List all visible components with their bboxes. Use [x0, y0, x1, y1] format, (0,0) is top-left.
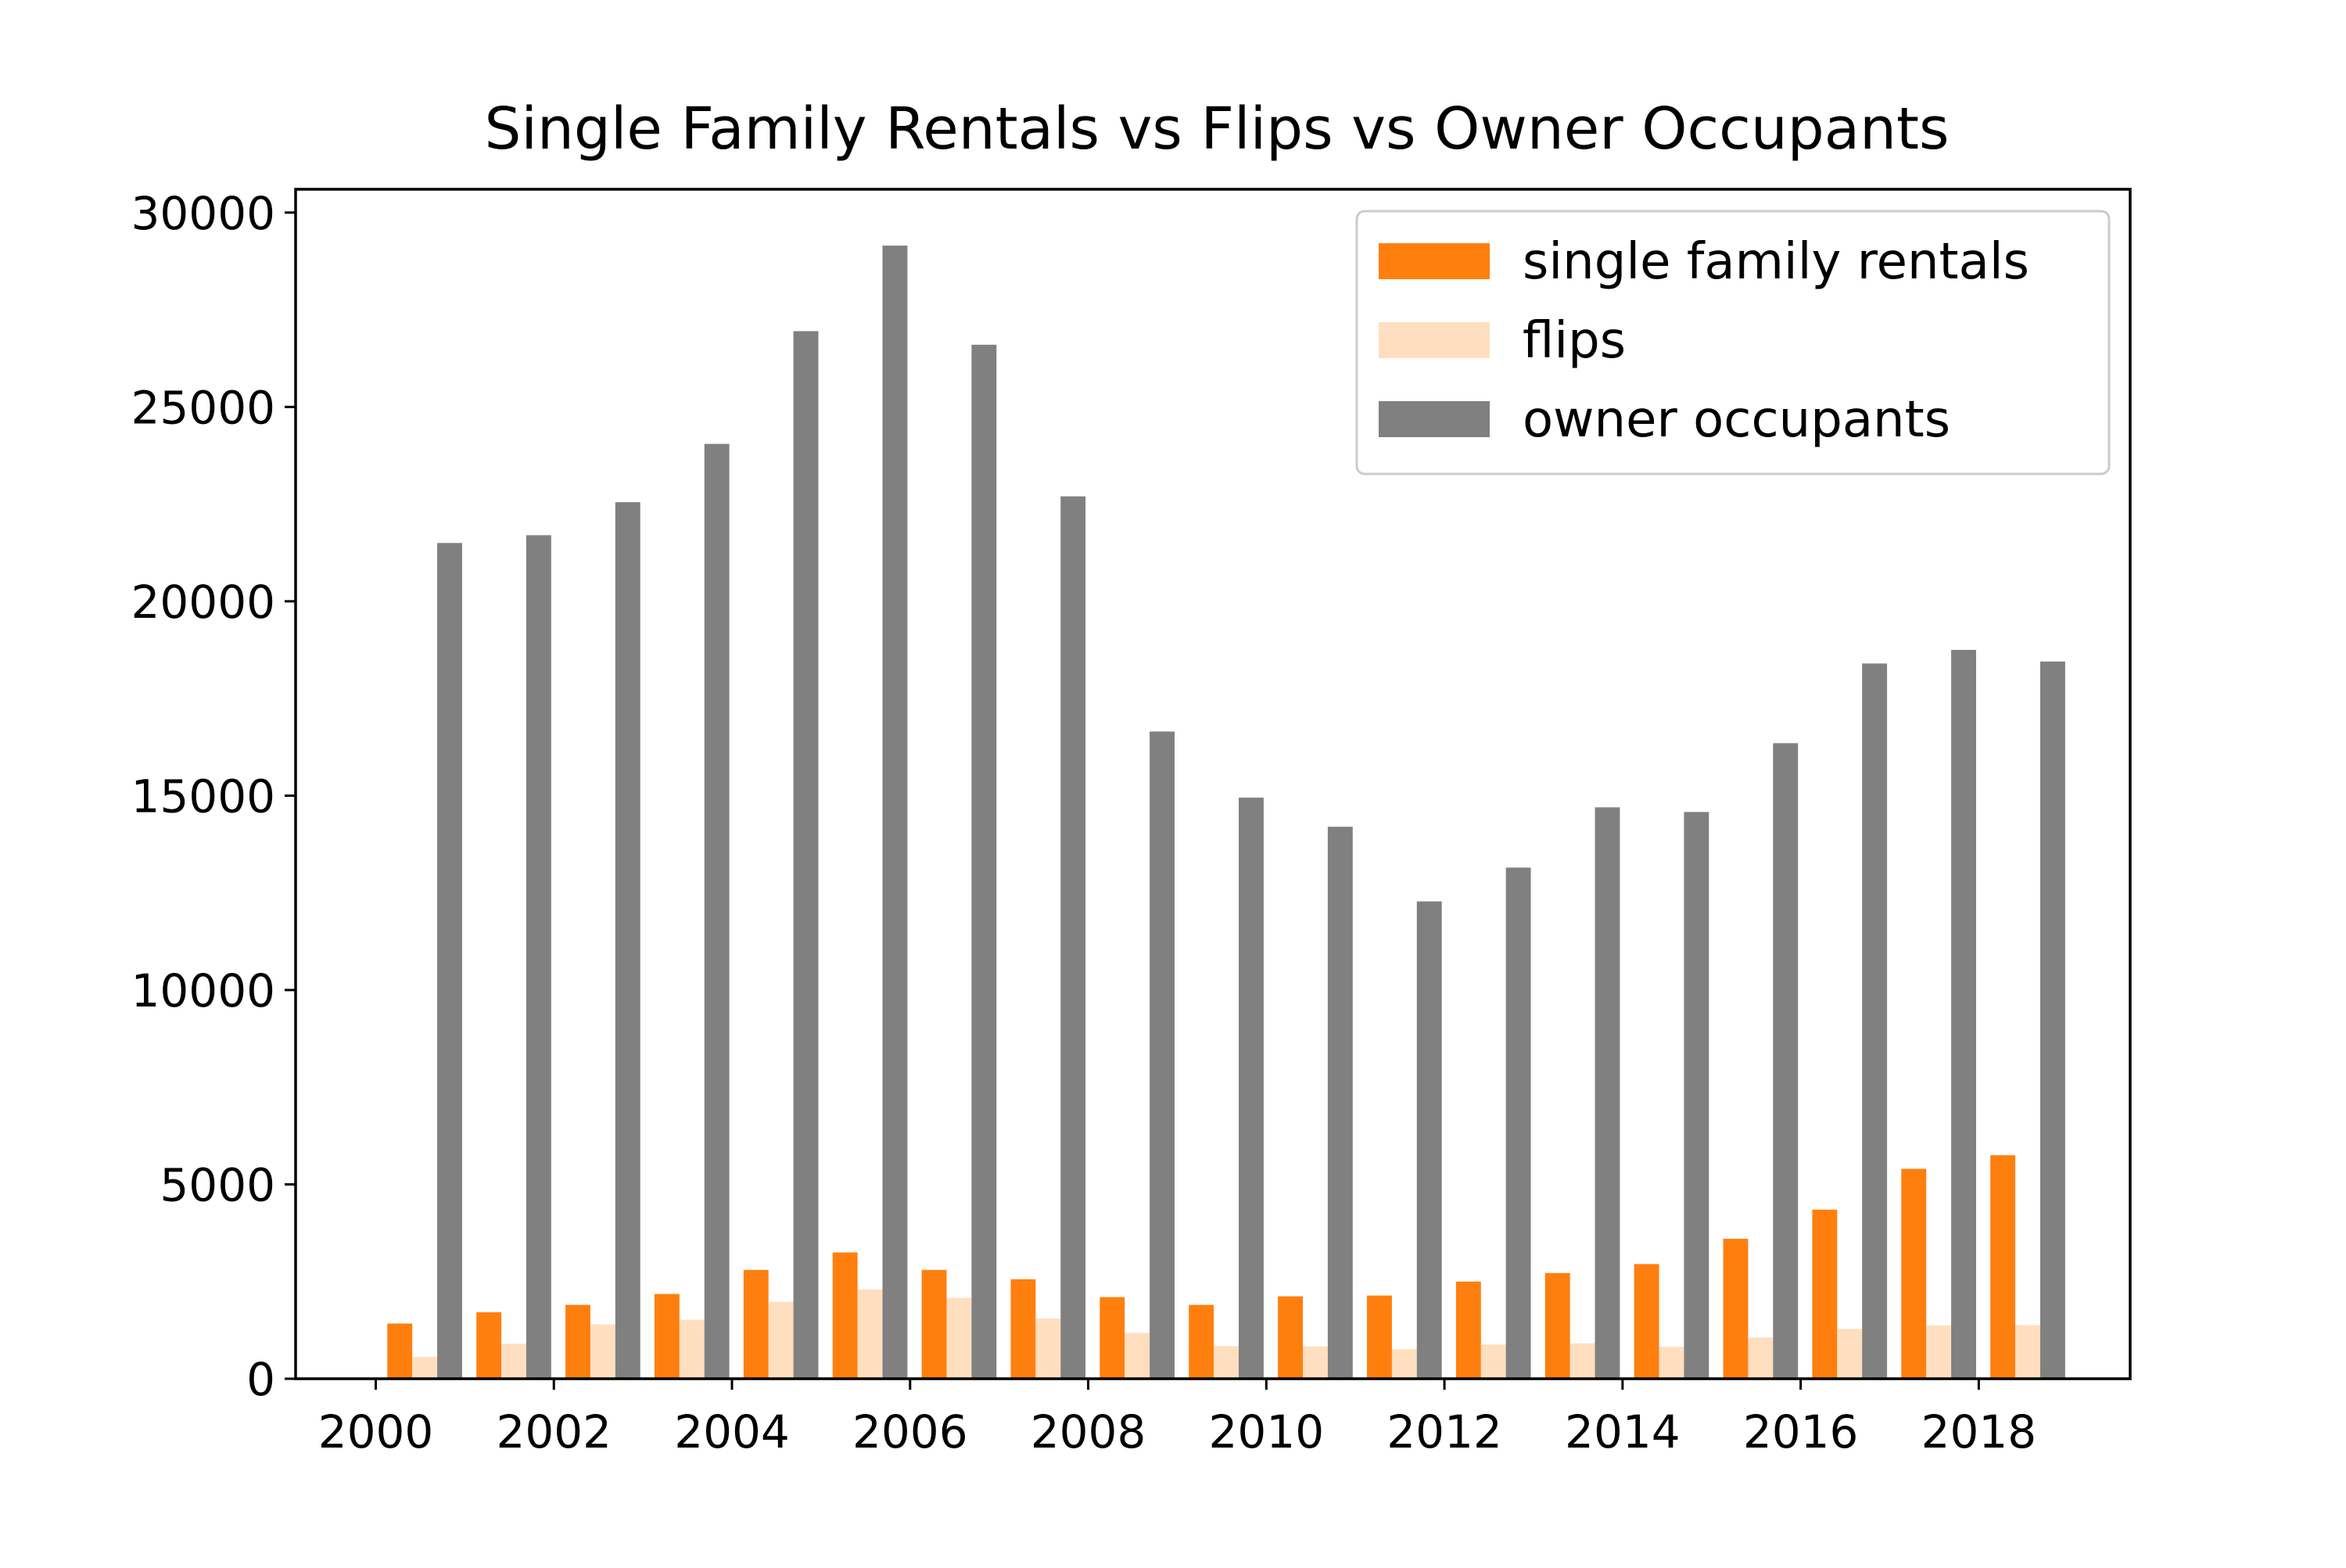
y-tick-label: 10000 — [131, 964, 275, 1017]
bar-flips-2005 — [857, 1289, 883, 1379]
bar-single-family-rentals-2010 — [1278, 1296, 1304, 1379]
legend-swatch-owner-occupants — [1379, 401, 1490, 437]
legend-swatch-flips — [1379, 322, 1490, 358]
bar-flips-2014 — [1659, 1347, 1684, 1379]
bar-owner-occupants-2004 — [793, 331, 819, 1380]
x-tick-label: 2016 — [1743, 1405, 1859, 1459]
bar-single-family-rentals-2000 — [387, 1323, 413, 1379]
bar-single-family-rentals-2012 — [1455, 1281, 1481, 1379]
legend-label-single-family-rentals: single family rentals — [1523, 233, 2029, 291]
bar-single-family-rentals-2008 — [1099, 1297, 1125, 1379]
bar-owner-occupants-2016 — [1862, 663, 1888, 1379]
bars-layer — [387, 246, 2065, 1380]
x-tick-label: 2018 — [1921, 1405, 2037, 1459]
bar-flips-2010 — [1303, 1346, 1328, 1379]
bar-flips-2002 — [590, 1324, 615, 1379]
bar-single-family-rentals-2005 — [832, 1252, 858, 1379]
bar-single-family-rentals-2002 — [565, 1304, 590, 1379]
bar-owner-occupants-2005 — [882, 246, 908, 1379]
y-tick-label: 0 — [246, 1353, 275, 1406]
plot-frame — [294, 188, 2132, 1380]
bar-flips-2012 — [1480, 1344, 1506, 1379]
bar-flips-2016 — [1837, 1329, 1863, 1379]
bar-flips-2018 — [2015, 1325, 2040, 1379]
bar-single-family-rentals-2006 — [921, 1269, 947, 1379]
y-tick-label: 20000 — [131, 576, 275, 629]
bar-flips-2004 — [768, 1301, 794, 1379]
bar-owner-occupants-2012 — [1505, 867, 1531, 1379]
y-tick-label: 5000 — [160, 1158, 275, 1211]
bar-flips-2008 — [1125, 1333, 1150, 1379]
legend-swatch-single-family-rentals — [1379, 243, 1490, 279]
x-tick-label: 2002 — [496, 1405, 612, 1459]
legend-label-owner-occupants: owner occupants — [1523, 391, 1950, 449]
bar-single-family-rentals-2001 — [476, 1312, 502, 1379]
bar-flips-2009 — [1214, 1346, 1239, 1379]
chart-title: Single Family Rentals vs Flips vs Owner … — [484, 95, 1949, 163]
bar-owner-occupants-2011 — [1416, 901, 1442, 1379]
bar-owner-occupants-2006 — [971, 344, 997, 1379]
bar-owner-occupants-2015 — [1773, 743, 1799, 1379]
bar-flips-2003 — [679, 1319, 705, 1379]
bar-owner-occupants-2014 — [1684, 812, 1709, 1379]
bar-flips-2011 — [1391, 1349, 1417, 1379]
bar-single-family-rentals-2017 — [1901, 1168, 1927, 1379]
x-tick-label: 2000 — [318, 1405, 434, 1459]
x-tick-label: 2008 — [1031, 1405, 1146, 1459]
x-tick-label: 2006 — [852, 1405, 968, 1459]
bar-single-family-rentals-2014 — [1634, 1264, 1659, 1379]
bar-owner-occupants-2000 — [437, 543, 462, 1379]
y-tick-label: 30000 — [131, 187, 275, 240]
bar-single-family-rentals-2013 — [1544, 1272, 1570, 1379]
legend: single family rentals flips owner occupant… — [1355, 210, 2111, 475]
bar-flips-2007 — [1035, 1318, 1061, 1379]
bar-owner-occupants-2003 — [704, 443, 730, 1379]
bar-flips-2001 — [501, 1344, 526, 1379]
y-tick-label: 25000 — [131, 381, 275, 434]
bar-flips-2000 — [412, 1357, 438, 1379]
x-tick-label: 2010 — [1209, 1405, 1325, 1459]
bar-single-family-rentals-2003 — [654, 1294, 680, 1379]
x-tick-label: 2004 — [674, 1405, 790, 1459]
bar-flips-2006 — [946, 1297, 972, 1379]
axes-layer: 2000 2002 2004 2006 2008 2010 2012 2014 2016 2018… — [131, 187, 2036, 1459]
bar-single-family-rentals-2018 — [1990, 1155, 2016, 1379]
bar-owner-occupants-2017 — [1951, 650, 1976, 1379]
bar-single-family-rentals-2016 — [1812, 1209, 1838, 1379]
bar-flips-2013 — [1569, 1343, 1595, 1379]
legend-box — [1355, 210, 2111, 475]
bar-single-family-rentals-2015 — [1723, 1239, 1749, 1379]
bar-owner-occupants-2013 — [1594, 807, 1620, 1379]
y-tick-label: 15000 — [131, 770, 275, 823]
bar-single-family-rentals-2011 — [1367, 1295, 1392, 1379]
legend-label-flips: flips — [1523, 312, 1626, 370]
bar-owner-occupants-2002 — [615, 502, 640, 1379]
x-tick-label: 2012 — [1386, 1405, 1502, 1459]
bar-single-family-rentals-2009 — [1189, 1304, 1214, 1379]
bar-owner-occupants-2010 — [1327, 827, 1353, 1379]
bar-owner-occupants-2008 — [1150, 731, 1175, 1379]
bar-single-family-rentals-2004 — [743, 1269, 769, 1379]
bar-flips-2017 — [1926, 1325, 1952, 1379]
x-tick-label: 2014 — [1565, 1405, 1681, 1459]
bar-owner-occupants-2001 — [526, 535, 551, 1379]
bar-owner-occupants-2009 — [1239, 797, 1264, 1379]
bar-single-family-rentals-2007 — [1010, 1279, 1036, 1379]
bar-flips-2015 — [1748, 1337, 1774, 1379]
bar-owner-occupants-2018 — [2039, 661, 2065, 1379]
bar-owner-occupants-2007 — [1060, 496, 1086, 1380]
